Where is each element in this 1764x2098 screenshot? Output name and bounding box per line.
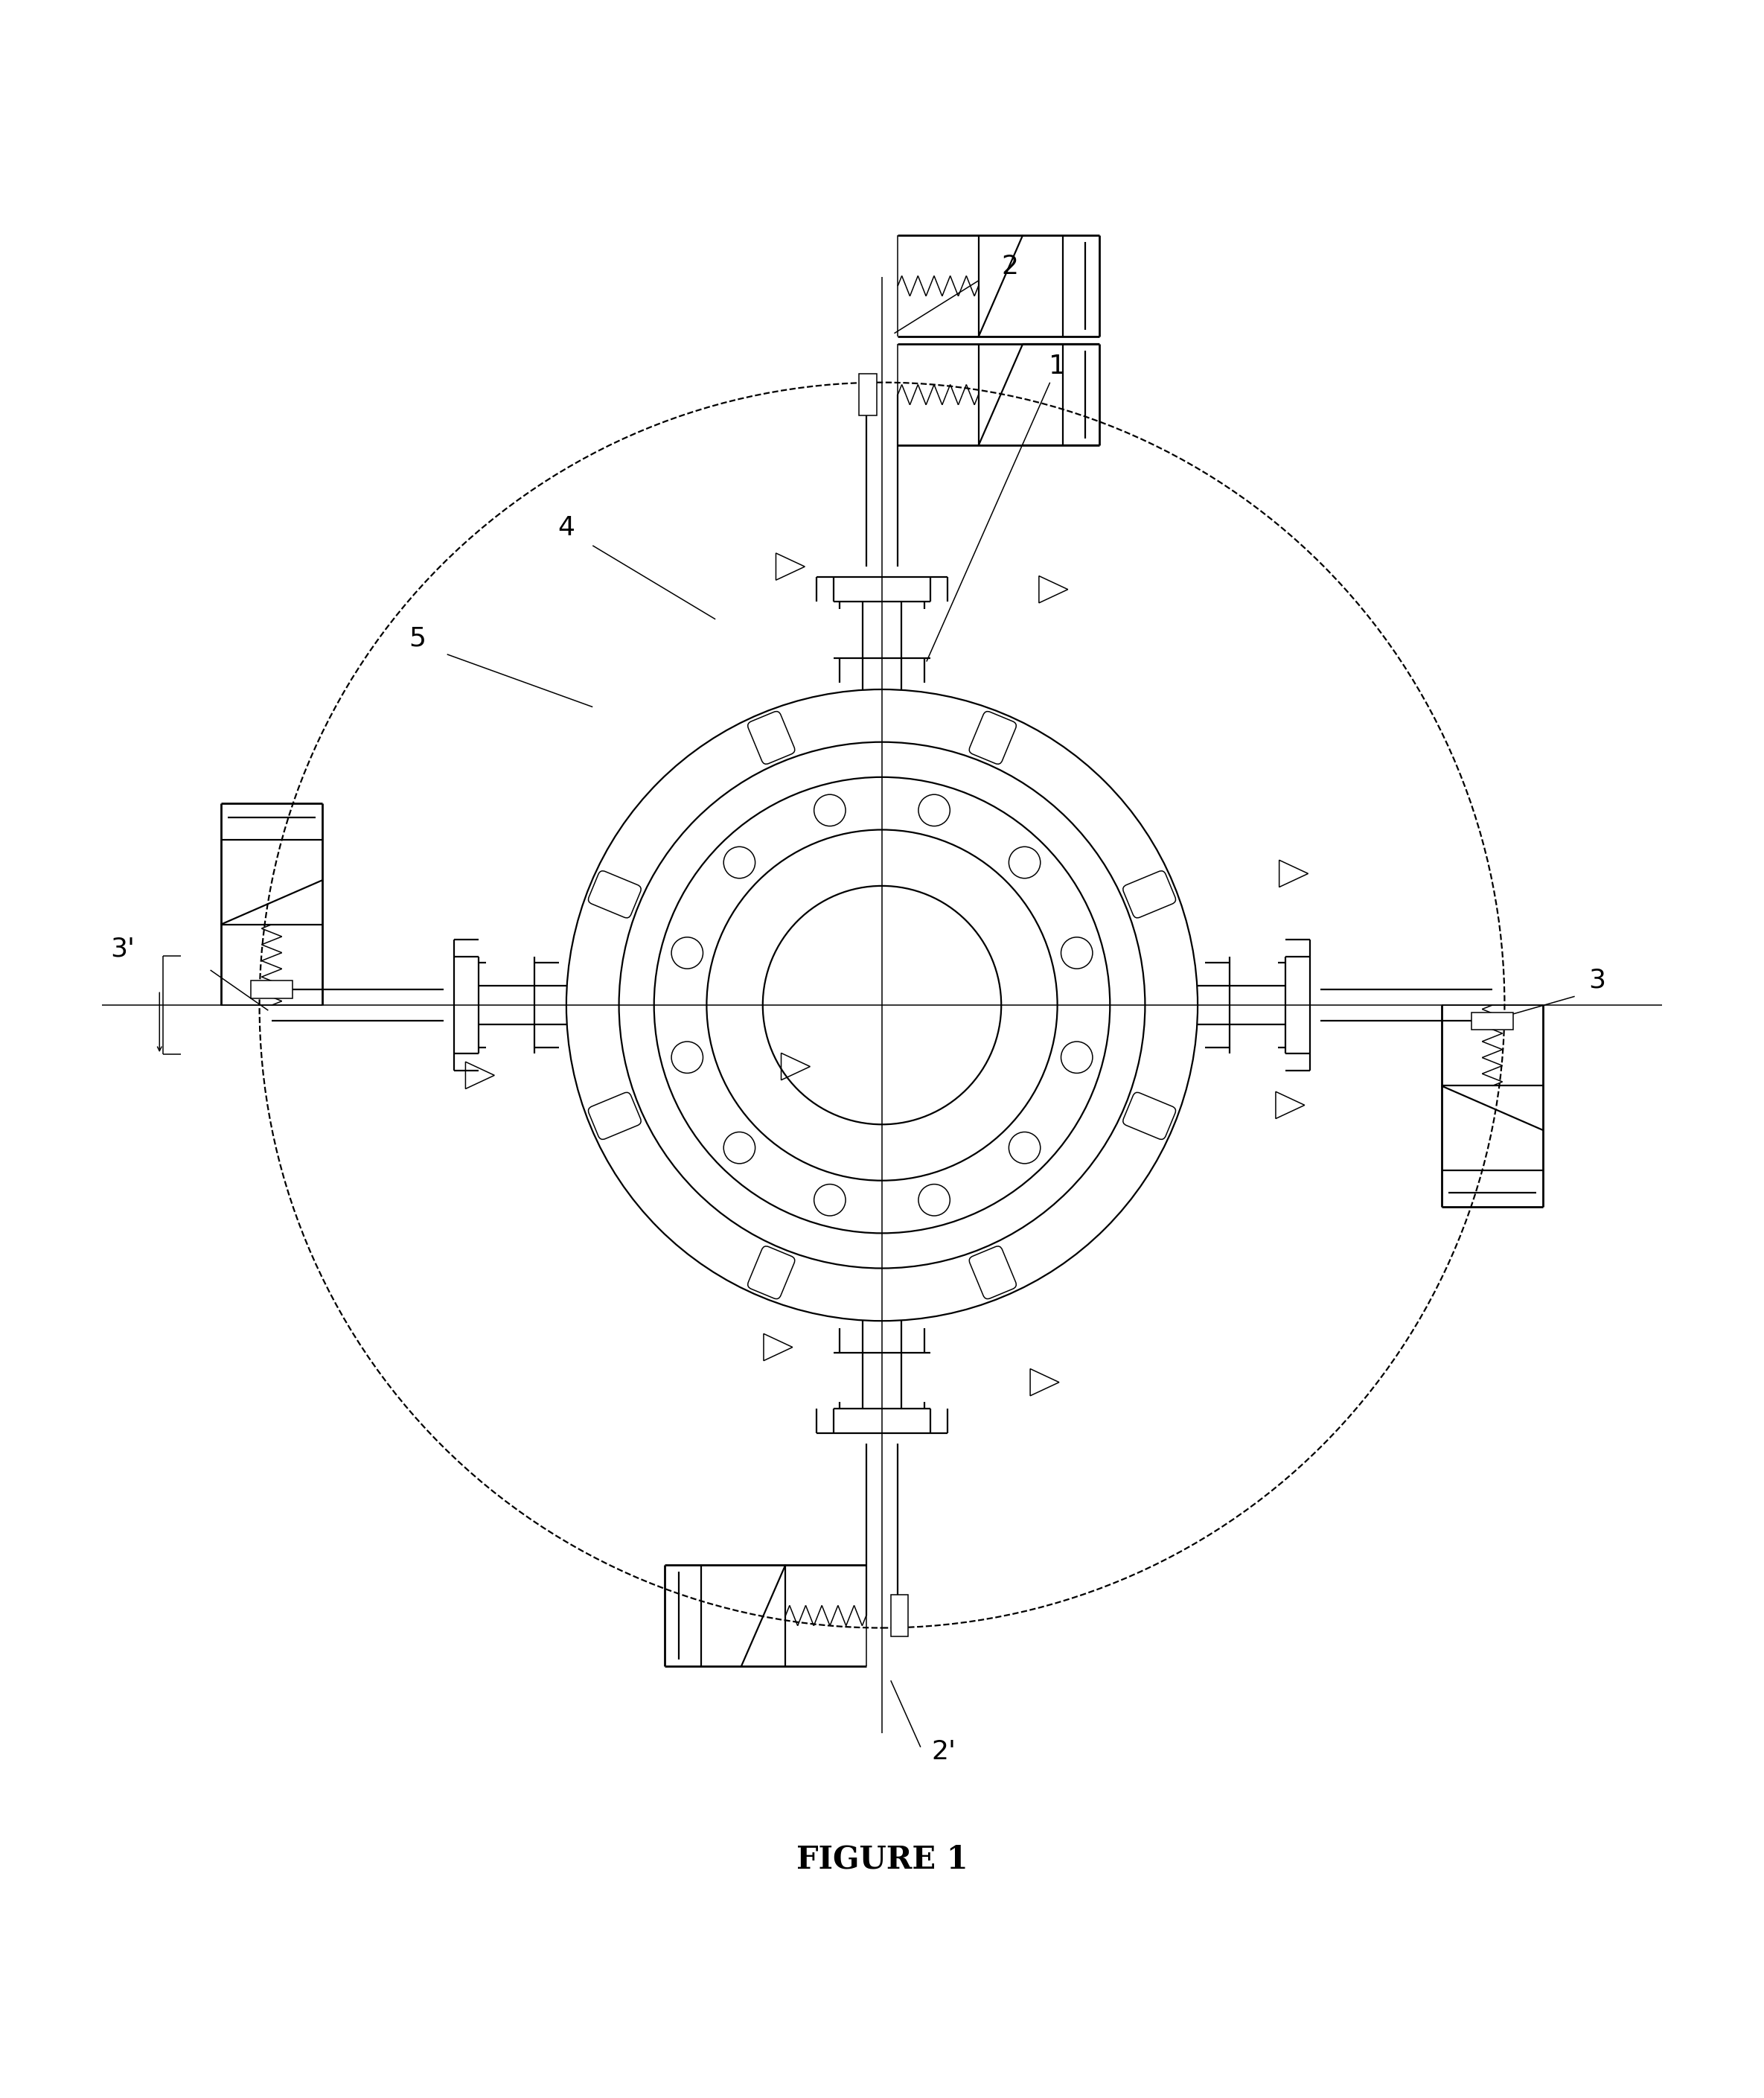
Text: 3': 3' — [111, 936, 136, 961]
Circle shape — [919, 795, 951, 827]
Text: 3: 3 — [1589, 967, 1605, 992]
Circle shape — [1009, 848, 1041, 879]
Circle shape — [813, 1183, 845, 1215]
Circle shape — [919, 1183, 951, 1215]
Text: 1: 1 — [926, 355, 1065, 661]
Text: FIGURE 1: FIGURE 1 — [796, 1844, 968, 1876]
FancyBboxPatch shape — [589, 1093, 640, 1139]
Circle shape — [1009, 1133, 1041, 1164]
Text: 4: 4 — [557, 514, 575, 541]
FancyBboxPatch shape — [1124, 871, 1175, 919]
Bar — [250, 980, 293, 999]
FancyBboxPatch shape — [968, 1246, 1016, 1299]
Circle shape — [723, 1133, 755, 1164]
FancyBboxPatch shape — [968, 711, 1016, 764]
Circle shape — [672, 1041, 704, 1074]
Circle shape — [813, 795, 845, 827]
Bar — [859, 373, 877, 415]
Circle shape — [1060, 1041, 1092, 1074]
Bar — [1471, 1011, 1514, 1030]
FancyBboxPatch shape — [748, 1246, 796, 1299]
Circle shape — [723, 848, 755, 879]
FancyBboxPatch shape — [1124, 1093, 1175, 1139]
Text: 2': 2' — [931, 1739, 956, 1764]
FancyBboxPatch shape — [748, 711, 796, 764]
Circle shape — [672, 938, 704, 969]
Bar — [891, 1594, 908, 1636]
FancyBboxPatch shape — [589, 871, 640, 919]
Text: 5: 5 — [409, 625, 425, 650]
Text: 2: 2 — [1002, 254, 1018, 279]
Circle shape — [1060, 938, 1092, 969]
